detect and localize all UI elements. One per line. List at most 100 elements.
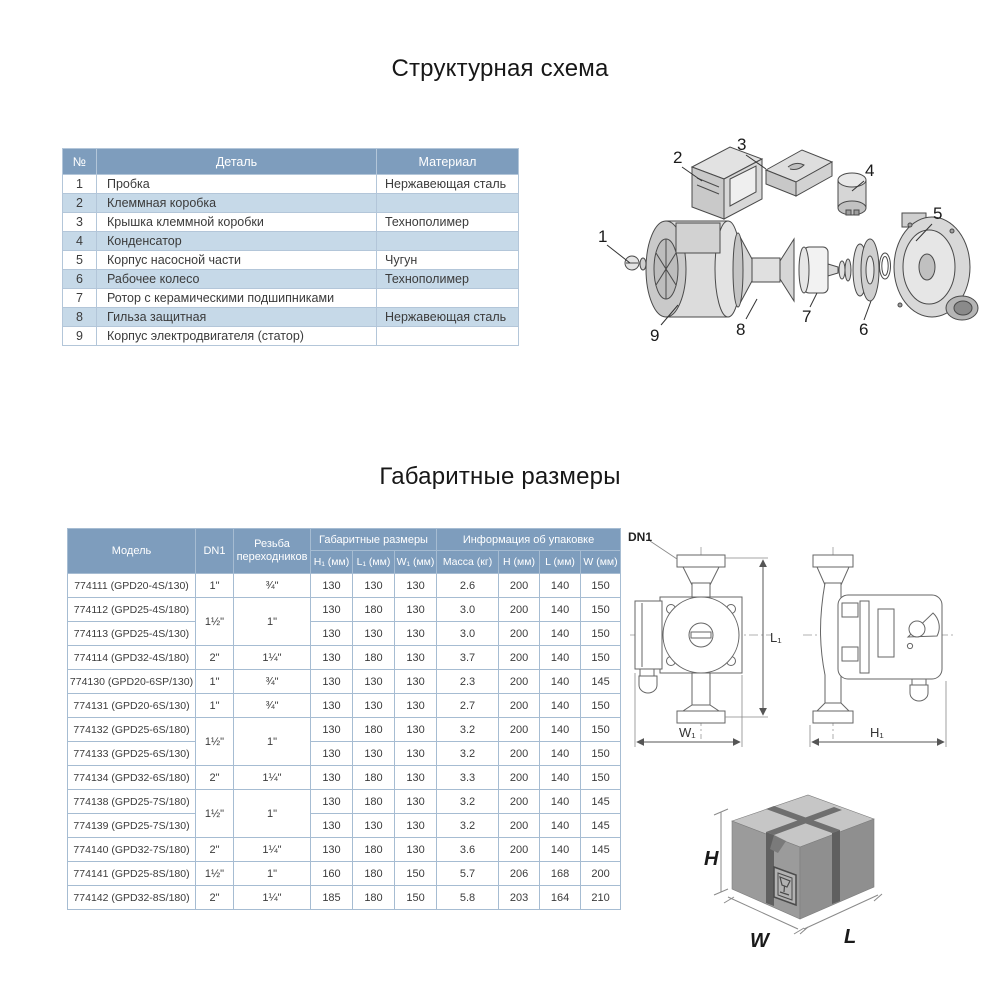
table-cell: 774113 (GPD25-4S/130) <box>67 621 196 646</box>
table-cell: 140 <box>539 597 582 622</box>
table-cell: 7 <box>62 288 97 308</box>
table-subheader-row: H₁ (мм) L₁ (мм) W₁ (мм) Масса (кг) H (мм… <box>68 550 622 574</box>
table-cell: Пробка <box>96 174 377 194</box>
column-header-dn1: DN1 <box>195 528 234 574</box>
table-cell: 130 <box>310 837 353 862</box>
side-view-drawing <box>812 554 943 724</box>
table-row: 774138 (GPD25-7S/180) 1½" 1" 130 180 130 3.2 20… <box>67 789 622 838</box>
callout-numbers: 1 2 3 4 5 6 7 8 9 <box>598 135 942 345</box>
box-height-label: H <box>704 848 719 870</box>
fragile-icon <box>773 865 797 907</box>
table-cell: 200 <box>498 645 541 670</box>
column-group-dimensions: Габаритные размеры <box>309 528 438 551</box>
table-cell: 774139 (GPD25-7S/130) <box>67 813 196 838</box>
table-cell: Гильза защитная <box>96 307 377 327</box>
table-cell: 2" <box>195 885 234 910</box>
table-cell: 774132 (GPD25-6S/180) <box>67 717 196 742</box>
table-cell: 1" <box>195 693 234 718</box>
callout-leader-lines <box>606 154 933 326</box>
table-cell: 140 <box>539 765 582 790</box>
table-cell: 1¼" <box>233 765 311 790</box>
table-cell: 203 <box>498 885 541 910</box>
table-cell: 150 <box>580 621 622 646</box>
table-cell <box>376 288 519 308</box>
table-row: 6 Рабочее колесо Технополимер <box>62 269 519 289</box>
column-header-model: Модель <box>67 528 196 574</box>
table-cell: 130 <box>310 597 353 622</box>
table-cell: 1" <box>233 861 311 886</box>
table-cell: 2 <box>62 193 97 213</box>
table-cell: Технополимер <box>376 212 519 232</box>
table-cell: 150 <box>580 645 622 670</box>
table-cell: Ротор с керамическими подшипниками <box>96 288 377 308</box>
table-row: 1 Пробка Нержавеющая сталь <box>62 174 519 194</box>
table-cell: 774130 (GPD20-6SP/130) <box>67 669 196 694</box>
dimensions-table: Модель DN1 Резьба переходников Габаритны… <box>67 528 622 910</box>
dimension-lines <box>636 559 945 746</box>
table-cell: 164 <box>539 885 582 910</box>
table-row: 4 Конденсатор <box>62 231 519 251</box>
table-cell: 130 <box>393 621 438 646</box>
column-header-num: № <box>62 148 97 175</box>
table-cell: 3.0 <box>436 597 500 622</box>
column-header-l1: L₁ (мм) <box>352 550 395 574</box>
table-cell: 130 <box>393 789 438 814</box>
table-cell: 130 <box>393 573 438 598</box>
table-cell: 150 <box>580 573 622 598</box>
table-cell <box>376 231 519 251</box>
table-cell: 3.0 <box>436 621 500 646</box>
table-cell: 200 <box>498 717 541 742</box>
table-cell: 200 <box>498 789 541 814</box>
table-cell: 150 <box>580 597 622 622</box>
table-cell: 3.3 <box>436 765 500 790</box>
column-header-w1: W₁ (мм) <box>393 550 438 574</box>
table-cell: 130 <box>310 669 353 694</box>
table-row: 774133 (GPD25-6S/130) 130 130 130 3.2 200 140 1… <box>67 741 622 766</box>
table-cell: 140 <box>539 621 582 646</box>
table-cell: 185 <box>310 885 353 910</box>
table-cell: ¾" <box>233 669 311 694</box>
table-row: 774140 (GPD32-7S/180) 2" 1¼" 130 180 130 3.6 20… <box>67 837 622 862</box>
table-cell: 200 <box>580 861 622 886</box>
table-cell: 140 <box>539 789 582 814</box>
box-length-label: L <box>844 926 856 948</box>
column-group-package: Информация об упаковке <box>436 528 622 551</box>
table-row: 9 Корпус электродвигателя (статор) <box>62 326 519 346</box>
table-cell: 774133 (GPD25-6S/130) <box>67 741 196 766</box>
callout-7: 7 <box>802 307 811 326</box>
table-cell: 3.7 <box>436 645 500 670</box>
table-cell: 180 <box>352 717 395 742</box>
box-width-label: W <box>750 930 771 952</box>
column-header-material: Материал <box>376 148 519 175</box>
table-cell: ¾" <box>233 573 311 598</box>
table-cell: 200 <box>498 837 541 862</box>
table-cell: 774111 (GPD20-4S/130) <box>67 573 196 598</box>
table-cell: 140 <box>539 813 582 838</box>
table-cell: 130 <box>310 813 353 838</box>
table-cell: 8 <box>62 307 97 327</box>
table-cell: 130 <box>393 597 438 622</box>
w1-dimension-label: W₁ <box>679 725 696 740</box>
table-cell: 774131 (GPD20-6S/130) <box>67 693 196 718</box>
column-header-l: L (мм) <box>539 550 582 574</box>
table-cell: 130 <box>393 741 438 766</box>
table-cell: 130 <box>393 717 438 742</box>
table-cell: 1½" <box>195 597 234 646</box>
table-cell: Клеммная коробка <box>96 193 377 213</box>
table-cell: 774140 (GPD32-7S/180) <box>67 837 196 862</box>
dimensions-table-body: 774111 (GPD20-4S/130) 1" ¾" 130 130 130 2.6 200… <box>67 573 622 910</box>
table-cell: 3.2 <box>436 741 500 766</box>
column-header-h: H (мм) <box>498 550 541 574</box>
table-row: 8 Гильза защитная Нержавеющая сталь <box>62 307 519 327</box>
table-row: 774113 (GPD25-4S/130) 130 130 130 3.0 200 140 1… <box>67 621 622 646</box>
table-cell: 1¼" <box>233 645 311 670</box>
table-cell: 130 <box>310 765 353 790</box>
table-row: 774111 (GPD20-4S/130) 1" ¾" 130 130 130 2.6 200… <box>67 573 622 598</box>
callout-9: 9 <box>650 326 659 345</box>
table-row: 5 Корпус насосной части Чугун <box>62 250 519 270</box>
table-cell: 180 <box>352 837 395 862</box>
box-dimension-lines <box>713 808 883 935</box>
table-cell: 140 <box>539 741 582 766</box>
table-cell: 5.8 <box>436 885 500 910</box>
table-cell: 130 <box>393 837 438 862</box>
